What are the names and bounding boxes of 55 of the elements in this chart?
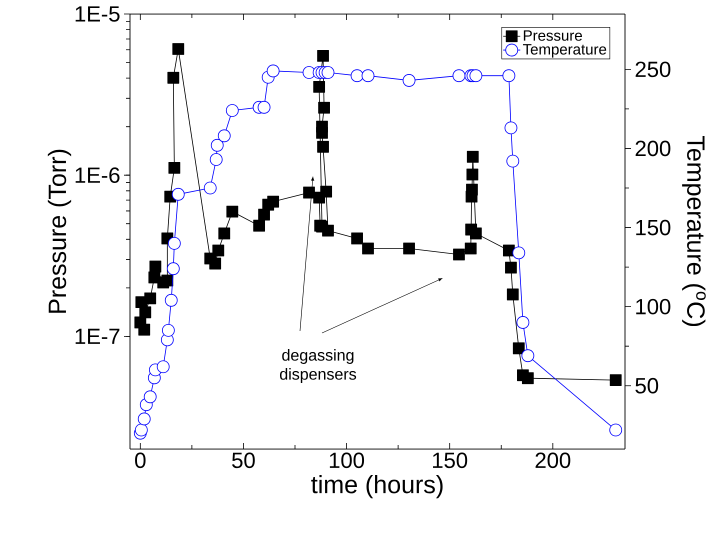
point xyxy=(351,232,363,244)
point xyxy=(322,224,334,237)
annotation: degassing dispensers xyxy=(280,349,356,383)
point xyxy=(172,43,184,55)
x-axis-title: time (hours) xyxy=(311,474,443,498)
point xyxy=(149,260,162,272)
point xyxy=(226,206,238,218)
y-tick-label: 1E-7 xyxy=(76,328,120,344)
point xyxy=(470,228,482,240)
point xyxy=(258,208,270,221)
legend-label: Pressure xyxy=(524,30,582,41)
point xyxy=(466,168,478,180)
y2-tick-label: 50 xyxy=(635,378,658,394)
point xyxy=(253,220,266,232)
y2-tick-label: 250 xyxy=(636,62,670,78)
y2-axis-title: Temperature ($^{o}$C) xyxy=(682,136,706,326)
point xyxy=(466,150,479,163)
point xyxy=(453,248,465,260)
point xyxy=(505,262,517,274)
x-tick-label: 0 xyxy=(135,452,146,468)
point xyxy=(610,374,622,386)
point xyxy=(267,196,280,208)
point xyxy=(218,228,230,240)
y-tick-label: 1E-5 xyxy=(76,6,120,22)
point xyxy=(167,72,180,84)
point xyxy=(320,186,332,198)
point xyxy=(313,81,326,93)
point xyxy=(318,102,330,114)
point xyxy=(317,140,329,153)
point xyxy=(316,127,328,139)
point xyxy=(317,50,329,62)
y-tick-label: 1E-6 xyxy=(76,167,120,183)
point xyxy=(522,372,534,384)
y2-tick-label: 150 xyxy=(636,220,670,236)
point xyxy=(506,288,519,300)
point xyxy=(403,242,415,254)
x-tick-label: 150 xyxy=(433,452,468,468)
point xyxy=(138,324,150,336)
x-tick-label: 50 xyxy=(232,452,255,468)
point xyxy=(362,242,374,254)
point xyxy=(139,306,152,318)
point xyxy=(161,274,174,286)
point xyxy=(212,244,224,256)
y2-tick-label: 200 xyxy=(636,140,670,156)
y2-tick-label: 100 xyxy=(636,298,670,314)
y-axis-title: Pressure (Torr) xyxy=(48,150,72,313)
x-tick-label: 200 xyxy=(536,452,570,468)
point xyxy=(466,184,478,196)
legend-label: Temperature xyxy=(522,44,606,58)
point xyxy=(464,242,477,254)
point xyxy=(209,258,222,270)
point xyxy=(144,292,156,304)
point xyxy=(512,342,525,354)
x-tick-label: 100 xyxy=(330,452,364,468)
point xyxy=(168,162,180,174)
